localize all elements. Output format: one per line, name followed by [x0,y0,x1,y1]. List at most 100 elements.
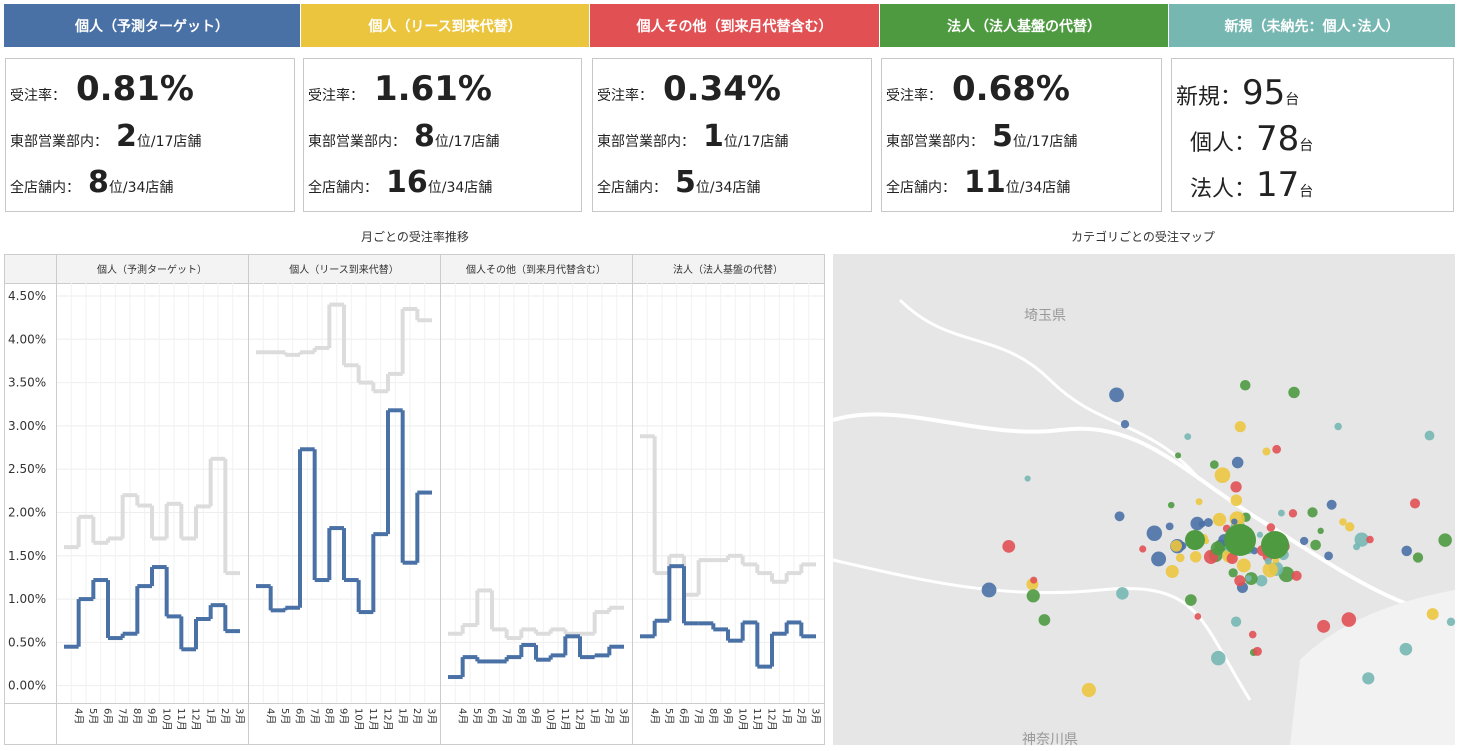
y-tick-label: 3.50% [8,376,46,390]
east-rank: 8 [414,119,435,154]
x-tick-label: 12月 [766,708,778,731]
x-tick-label: 7月 [308,708,320,724]
map-dot [1264,557,1272,565]
map-dot [1310,539,1321,551]
x-tick-label: 5月 [663,708,675,724]
map-dot [1256,531,1264,538]
x-tick-label: 12月 [382,708,394,731]
rate-row: 受注率： 1.61% [308,69,492,109]
map-river [898,298,1202,481]
map-dot [1317,619,1331,633]
x-tick-label: 3月 [234,708,246,724]
map-dot [1026,589,1040,603]
map-dot [1424,430,1435,441]
map-dot [1272,444,1282,454]
new-value: 78 [1256,119,1300,159]
map-dot [1353,543,1361,551]
panel-title: 個人（予測ターゲット） [97,263,207,276]
kpi-card: 新規：95台 個人：78台 法人：17台 [1171,58,1454,212]
panel-title: 個人（リース到来代替） [289,263,399,276]
map-dot [1228,568,1238,578]
all-row: 全店舗内： 5位/34店舗 [597,165,760,200]
east-row: 東部営業部内： 8位/17店舗 [308,119,499,154]
x-tick-label: 8月 [515,708,527,724]
map-dot [1266,523,1276,532]
chart-section-title: 月ごとの受注率推移 [361,229,469,244]
map-dot [1211,650,1226,666]
map-dot [1120,420,1130,429]
new-row: 個人：78台 [1190,119,1313,159]
panel-title: 法人（法人基盤の代替） [673,263,783,276]
x-tick-label: 6月 [294,708,306,724]
map-dot [1234,421,1246,433]
kpi-card: 受注率： 0.68% 東部営業部内： 5位/17店舗 全店舗内： 11位/34店舗 [881,58,1162,212]
map-dot [1167,501,1175,509]
y-tick-label: 1.50% [8,549,46,563]
east-rank: 2 [116,119,137,154]
map-title: カテゴリごとの受注マップ [1071,229,1215,244]
x-tick-label: 11月 [367,708,379,731]
x-tick-label: 12月 [190,708,202,731]
map-dot [1184,433,1192,441]
map-dot [1262,447,1271,456]
map-dot [1024,475,1031,482]
map-dot [1412,552,1424,563]
map-dot [1194,613,1202,620]
east-unit: 位/17店舗 [136,134,202,150]
map-dot [1224,524,1256,556]
all-unit: 位/34店舗 [1005,180,1071,196]
new-row: 法人：17台 [1190,165,1313,205]
map-dot [1362,672,1375,685]
y-tick-label: 4.00% [8,332,46,346]
map-dot [1399,642,1413,656]
x-tick-label: 9月 [338,708,350,724]
map-river [832,558,1252,701]
all-unit: 位/34店舗 [427,180,493,196]
x-tick-label: 3月 [426,708,438,724]
new-unit: 台 [1285,92,1300,108]
chart-frame [4,254,825,745]
east-label: 東部営業部内： [597,134,695,150]
rate-label: 受注率： [597,88,653,104]
map-dot [1002,539,1016,553]
map-dot [1291,570,1302,581]
map-dot [1262,562,1278,578]
all-row: 全店舗内： 11位/34店舗 [886,165,1070,200]
map-dot [1210,541,1225,556]
map-dot [1175,553,1185,563]
kpi-card: 受注率： 0.34% 東部営業部内： 1位/17店舗全店舗内： 5位/34店舗 [592,58,872,212]
x-tick-label: 7月 [116,708,128,724]
east-rank: 1 [703,119,724,154]
rate-label: 受注率： [10,88,66,104]
map-dot [1277,509,1285,517]
rate-row: 受注率： 0.68% [886,69,1070,109]
x-tick-label: 6月 [678,708,690,724]
map-dot [1409,498,1421,509]
rate-value: 0.34% [663,69,781,109]
map-dot [1231,456,1244,469]
all-rank: 11 [964,165,1006,200]
kpi-card: 受注率： 0.81% 東部営業部内： 2位/17店舗 全店舗内： 8位/34店舗 [5,58,295,212]
new-label: 個人： [1190,131,1257,156]
map-dot [1236,558,1251,573]
map-dot [1212,512,1227,527]
card-header: 個人（リース到来代替） [301,4,589,47]
kpi-card: 受注率： 1.61% 東部営業部内： 8位/17店舗 全店舗内： 16位/34店舗 [303,58,582,212]
x-tick-label: 2月 [603,708,615,724]
east-unit: 位/17店舗 [723,134,789,150]
x-tick-label: 1月 [204,708,216,724]
east-unit: 位/17店舗 [1012,134,1078,150]
map-dot [1261,531,1289,559]
x-tick-label: 10月 [160,708,172,731]
rate-value: 0.68% [952,69,1070,109]
map-dot [1081,682,1096,698]
x-tick-label: 12月 [574,708,586,731]
map-dot [1334,422,1342,431]
all-label: 全店舗内： [10,180,80,196]
new-unit: 台 [1299,184,1314,200]
x-tick-label: 5月 [87,708,99,724]
map-label: 神奈川県 [1022,732,1078,748]
map-label: 埼玉県 [1024,308,1066,324]
map-dot [1299,536,1309,546]
